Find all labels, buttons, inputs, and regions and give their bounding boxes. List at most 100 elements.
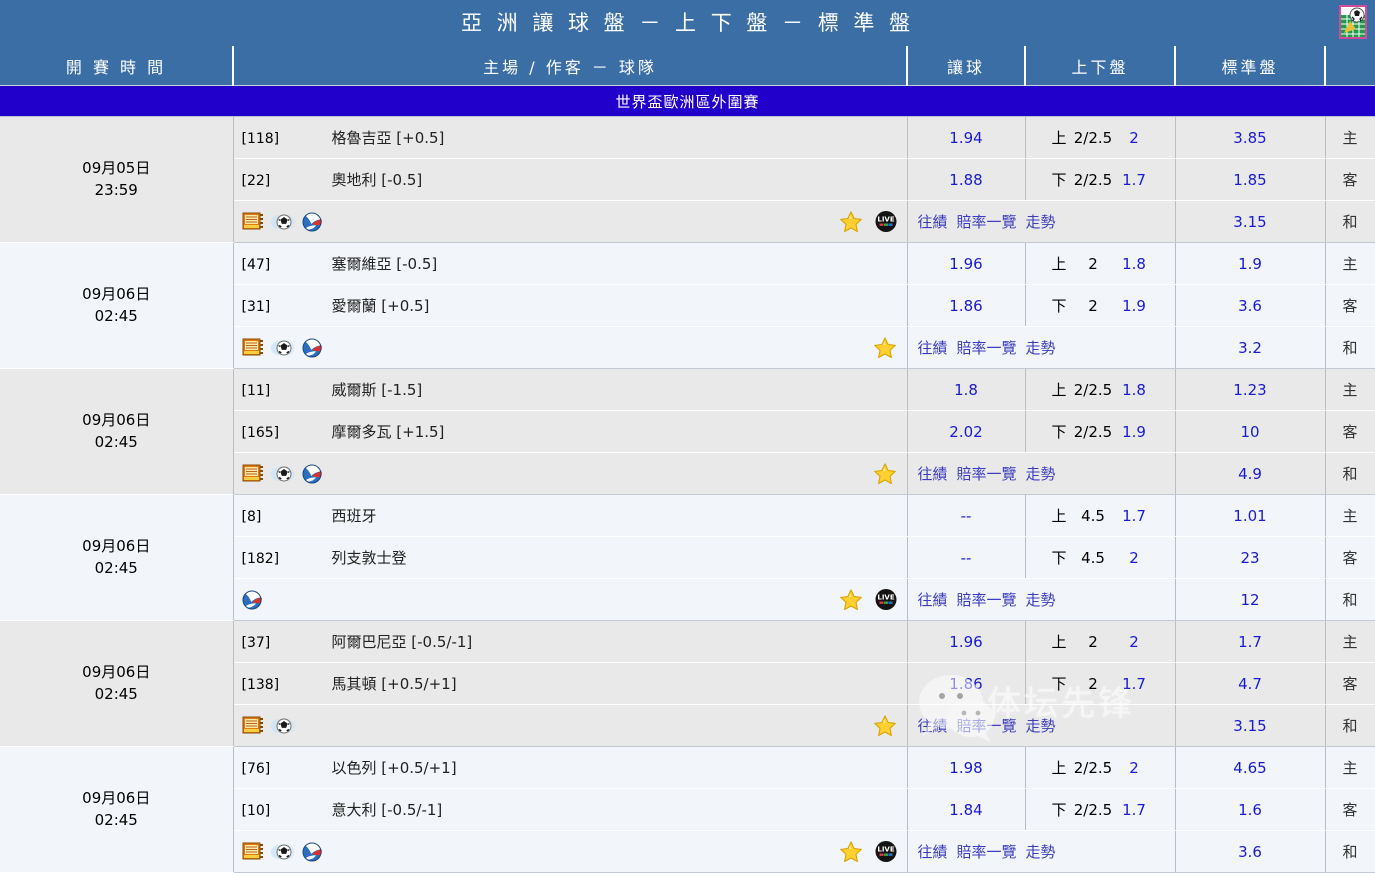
home-team-name[interactable]: 阿爾巴尼亞 [-0.5/-1] [331,633,473,651]
link-trend[interactable]: 走勢 [1025,339,1056,357]
star-icon[interactable] [873,714,897,737]
handicap-away-odd[interactable]: 1.86 [907,284,1026,327]
away-team-cell[interactable]: [31] 愛爾蘭 [+0.5] [233,284,908,327]
globe-ball-icon[interactable] [302,338,322,358]
home-team-cell[interactable]: [8] 西班牙 [233,494,908,537]
standard-draw-odd[interactable]: 3.6 [1175,830,1326,873]
home-team-cell[interactable]: [11] 威爾斯 [-1.5] [233,368,908,411]
away-team-cell[interactable]: [138] 馬其頓 [+0.5/+1] [233,662,908,705]
link-odds-list[interactable]: 賠率一覽 [956,339,1017,357]
overunder-over-cell[interactable]: 上 4.5 1.7 [1025,494,1176,537]
away-team-cell[interactable]: [165] 摩爾多瓦 [+1.5] [233,410,908,453]
globe-ball-icon[interactable] [302,842,322,862]
link-history[interactable]: 往績 [917,591,948,609]
soccer-ball-icon[interactable] [270,842,295,862]
standard-draw-odd[interactable]: 3.2 [1175,326,1326,369]
lineup-icon[interactable] [242,212,264,232]
overunder-under-cell[interactable]: 下 2 1.9 [1025,284,1176,327]
soccer-ball-icon[interactable] [270,464,295,484]
standard-draw-odd[interactable]: 12 [1175,578,1326,621]
soccer-ball-icon[interactable] [270,716,295,736]
under-odd[interactable]: 1.7 [1122,171,1146,189]
handicap-away-odd[interactable]: 2.02 [907,410,1026,453]
over-odd[interactable]: 1.7 [1122,507,1146,525]
home-team-name[interactable]: 以色列 [+0.5/+1] [331,759,457,777]
lineup-icon[interactable] [242,716,264,736]
under-odd[interactable]: 2 [1129,549,1139,567]
link-odds-list[interactable]: 賠率一覽 [956,843,1017,861]
lineup-icon[interactable] [242,842,264,862]
live-icon[interactable]: LIVE [875,589,897,611]
away-team-name[interactable]: 列支敦士登 [331,549,407,567]
link-history[interactable]: 往績 [917,339,948,357]
standard-draw-odd[interactable]: 4.9 [1175,452,1326,495]
overunder-under-cell[interactable]: 下 2 1.7 [1025,662,1176,705]
link-odds-list[interactable]: 賠率一覽 [956,591,1017,609]
link-trend[interactable]: 走勢 [1025,465,1056,483]
standard-away-odd[interactable]: 4.7 [1175,662,1326,705]
standard-home-odd[interactable]: 1.23 [1175,368,1326,411]
handicap-home-odd[interactable]: 1.96 [907,242,1026,285]
away-team-cell[interactable]: [10] 意大利 [-0.5/-1] [233,788,908,831]
home-team-name[interactable]: 塞爾維亞 [-0.5] [331,255,438,273]
handicap-away-odd[interactable]: 1.84 [907,788,1026,831]
over-odd[interactable]: 2 [1129,759,1139,777]
over-odd[interactable]: 2 [1129,129,1139,147]
handicap-away-odd[interactable]: 1.88 [907,158,1026,201]
handicap-home-odd[interactable]: 1.96 [907,620,1026,663]
standard-draw-odd[interactable]: 3.15 [1175,704,1326,747]
globe-ball-icon[interactable] [302,464,322,484]
home-team-cell[interactable]: [47] 塞爾維亞 [-0.5] [233,242,908,285]
star-icon[interactable] [839,588,863,611]
soccer-ball-icon[interactable] [270,212,295,232]
link-history[interactable]: 往績 [917,213,948,231]
standard-home-odd[interactable]: 1.01 [1175,494,1326,537]
under-odd[interactable]: 1.7 [1122,675,1146,693]
handicap-away-odd[interactable]: -- [907,536,1026,579]
link-odds-list[interactable]: 賠率一覽 [956,465,1017,483]
over-odd[interactable]: 2 [1129,633,1139,651]
link-trend[interactable]: 走勢 [1025,717,1056,735]
overunder-over-cell[interactable]: 上 2 1.8 [1025,242,1176,285]
away-team-cell[interactable]: [182] 列支敦士登 [233,536,908,579]
star-icon[interactable] [839,840,863,863]
link-history[interactable]: 往績 [917,717,948,735]
lineup-icon[interactable] [242,338,264,358]
standard-home-odd[interactable]: 3.85 [1175,116,1326,159]
standard-away-odd[interactable]: 10 [1175,410,1326,453]
handicap-home-odd[interactable]: 1.8 [907,368,1026,411]
soccer-ball-icon[interactable] [270,338,295,358]
live-icon[interactable]: LIVE [875,841,897,863]
away-team-cell[interactable]: [22] 奧地利 [-0.5] [233,158,908,201]
link-trend[interactable]: 走勢 [1025,591,1056,609]
globe-ball-icon[interactable] [302,212,322,232]
league-name[interactable]: 世界盃歐洲區外圍賽 [0,85,1375,117]
star-icon[interactable] [839,210,863,233]
under-odd[interactable]: 1.7 [1122,801,1146,819]
standard-away-odd[interactable]: 23 [1175,536,1326,579]
link-history[interactable]: 往績 [917,465,948,483]
standard-home-odd[interactable]: 1.7 [1175,620,1326,663]
standard-away-odd[interactable]: 3.6 [1175,284,1326,327]
over-odd[interactable]: 1.8 [1122,255,1146,273]
home-team-cell[interactable]: [118] 格魯吉亞 [+0.5] [233,116,908,159]
handicap-away-odd[interactable]: 1.86 [907,662,1026,705]
away-team-name[interactable]: 馬其頓 [+0.5/+1] [331,675,457,693]
link-odds-list[interactable]: 賠率一覽 [956,213,1017,231]
home-team-name[interactable]: 格魯吉亞 [+0.5] [331,129,445,147]
standard-away-odd[interactable]: 1.85 [1175,158,1326,201]
soccer-goal-icon[interactable] [1339,5,1368,39]
away-team-name[interactable]: 摩爾多瓦 [+1.5] [331,423,445,441]
under-odd[interactable]: 1.9 [1122,423,1146,441]
overunder-under-cell[interactable]: 下 2/2.5 1.7 [1025,158,1176,201]
link-odds-list[interactable]: 賠率一覽 [956,717,1017,735]
overunder-over-cell[interactable]: 上 2/2.5 2 [1025,116,1176,159]
home-team-cell[interactable]: [37] 阿爾巴尼亞 [-0.5/-1] [233,620,908,663]
overunder-under-cell[interactable]: 下 4.5 2 [1025,536,1176,579]
overunder-under-cell[interactable]: 下 2/2.5 1.9 [1025,410,1176,453]
away-team-name[interactable]: 奧地利 [-0.5] [331,171,423,189]
standard-draw-odd[interactable]: 3.15 [1175,200,1326,243]
link-history[interactable]: 往績 [917,843,948,861]
over-odd[interactable]: 1.8 [1122,381,1146,399]
overunder-over-cell[interactable]: 上 2 2 [1025,620,1176,663]
